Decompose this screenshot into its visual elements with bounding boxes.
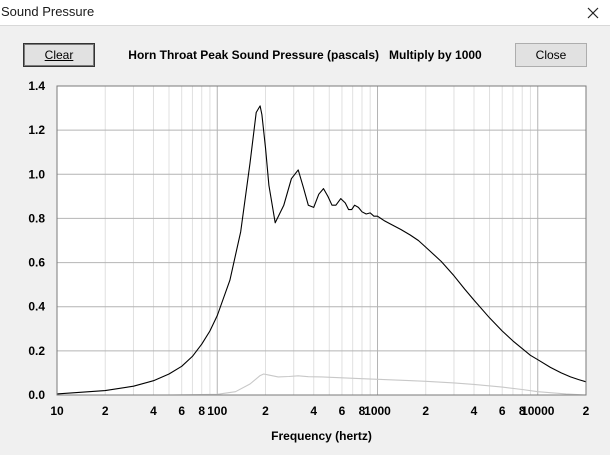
y-tick-label: 0.6 — [28, 256, 45, 270]
y-tick-label: 0.8 — [28, 211, 45, 225]
x-tick-label: 2 — [422, 404, 429, 418]
x-tick-label: 4 — [150, 404, 157, 418]
plot-frame — [56, 85, 587, 396]
x-tick-label: 10 — [50, 404, 64, 418]
title-bar: Sound Pressure — [0, 0, 610, 26]
x-tick-label: 2 — [583, 404, 590, 418]
y-tick-label: 0.0 — [28, 388, 45, 402]
x-tick-label: 6 — [178, 404, 185, 418]
y-tick-label: 1.2 — [28, 123, 45, 137]
series-line-primary — [56, 105, 587, 395]
x-tick-label: 10000 — [521, 404, 555, 418]
x-tick-label: 1000 — [364, 404, 391, 418]
x-tick-label: 4 — [471, 404, 478, 418]
close-button[interactable]: Close — [515, 43, 587, 67]
x-tick-label: 2 — [262, 404, 269, 418]
clear-button-label: Clear — [44, 48, 74, 62]
x-tick-label: 8 — [198, 404, 205, 418]
x-tick-label: 6 — [339, 404, 346, 418]
x-tick-label: 8 — [359, 404, 366, 418]
x-tick-label: 2 — [102, 404, 109, 418]
x-axis-label: Frequency (hertz) — [271, 429, 372, 443]
series-line-secondary — [57, 373, 587, 396]
close-icon — [587, 7, 599, 18]
clear-button[interactable]: Clear — [23, 43, 95, 67]
x-tick-label: 4 — [310, 404, 317, 418]
y-tick-label: 0.4 — [28, 300, 45, 314]
plot-area — [57, 86, 586, 395]
x-tick-label: 6 — [499, 404, 506, 418]
close-button-label: Close — [535, 48, 567, 62]
x-tick-label: 100 — [207, 404, 227, 418]
window-close-button[interactable] — [576, 0, 610, 25]
chart-heading: Horn Throat Peak Sound Pressure (pascals… — [128, 48, 482, 62]
window-title: Sound Pressure — [1, 4, 95, 19]
y-tick-label: 0.2 — [28, 344, 45, 358]
y-tick-label: 1.0 — [28, 167, 45, 181]
x-tick-label: 8 — [519, 404, 526, 418]
y-tick-label: 1.4 — [28, 79, 45, 93]
